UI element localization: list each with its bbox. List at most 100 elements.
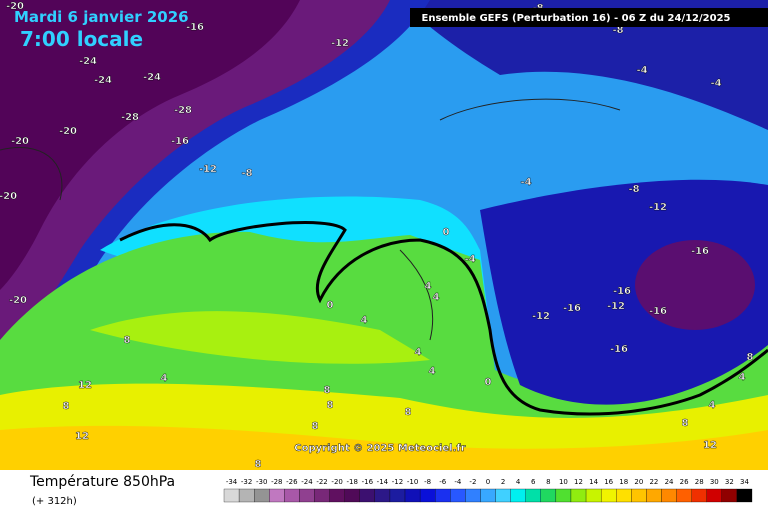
legend-swatch xyxy=(223,488,240,503)
legend-tick: -16 xyxy=(362,478,374,486)
contour-label: 8 xyxy=(255,459,262,470)
contour-label: 12 xyxy=(78,380,92,391)
contour-label: -24 xyxy=(143,72,161,83)
contour-label: -24 xyxy=(79,56,97,67)
legend-tick: 0 xyxy=(486,478,490,486)
legend-tick: 28 xyxy=(695,478,704,486)
contour-label: -20 xyxy=(59,126,77,137)
warm-band xyxy=(90,311,430,364)
forecast-date: Mardi 6 janvier 2026 xyxy=(14,8,189,26)
legend-swatch xyxy=(570,488,587,503)
legend-tick: -18 xyxy=(347,478,358,486)
legend-tick: -20 xyxy=(331,478,342,486)
legend-swatch xyxy=(676,488,692,503)
zero-isotherm xyxy=(119,221,768,416)
contour-label: 4 xyxy=(739,372,746,383)
legend-swatch xyxy=(419,488,436,503)
legend-swatch xyxy=(510,488,526,503)
contour-label: 8 xyxy=(312,421,319,432)
contour-label: -4 xyxy=(710,78,721,89)
contour-label: 8 xyxy=(747,352,754,363)
legend-tick: 2 xyxy=(501,478,505,486)
contour-label: -4 xyxy=(464,254,475,265)
legend-tick: -26 xyxy=(286,478,298,486)
coastline xyxy=(0,98,621,341)
contour-label: 8 xyxy=(682,418,689,429)
run-info: Ensemble GEFS (Perturbation 16) - 06 Z d… xyxy=(422,13,731,24)
legend-swatch xyxy=(465,488,481,503)
legend-swatch xyxy=(540,488,557,503)
legend-swatch xyxy=(389,488,406,503)
contour-label: 0 xyxy=(443,227,450,238)
contour-label: -20 xyxy=(9,295,27,306)
legend-swatch xyxy=(284,488,300,503)
legend-swatch xyxy=(721,488,738,503)
contour-label: -16 xyxy=(186,22,204,33)
legend-tick: 30 xyxy=(710,478,719,486)
legend-swatch xyxy=(616,488,632,503)
contour-label: 12 xyxy=(703,440,717,451)
contour-label: -16 xyxy=(649,306,667,317)
legend-tick: -24 xyxy=(301,478,313,486)
contour-label: -20 xyxy=(0,191,17,202)
contour-label: -20 xyxy=(6,1,24,12)
legend-tick: -6 xyxy=(439,478,447,486)
contour-label: -12 xyxy=(331,38,349,49)
contour-label: -8 xyxy=(628,184,639,195)
contour-label: 4 xyxy=(433,292,440,303)
contour-label: 8 xyxy=(327,400,334,411)
contour-label: -12 xyxy=(199,164,217,175)
hot-region xyxy=(0,425,768,470)
contour-label: -12 xyxy=(649,202,667,213)
legend-tick: 6 xyxy=(531,478,536,486)
legend-tick: 4 xyxy=(516,478,521,486)
contour-label: 4 xyxy=(429,366,436,377)
legend-tick: 8 xyxy=(546,478,550,486)
contour-label: 8 xyxy=(63,401,70,412)
legend-swatch xyxy=(525,488,541,503)
legend-tick: 12 xyxy=(574,478,583,486)
legend-swatch xyxy=(585,488,602,503)
legend-swatch xyxy=(269,488,285,503)
contour-label: -12 xyxy=(607,301,625,312)
legend-tick: 14 xyxy=(589,478,598,486)
legend-swatch xyxy=(435,488,451,503)
legend-swatch xyxy=(374,488,391,503)
east-cold-region xyxy=(480,179,768,405)
legend-tick: 32 xyxy=(725,478,734,486)
legend-swatch xyxy=(706,488,722,503)
legend-tick: -22 xyxy=(316,478,327,486)
legend-swatch xyxy=(495,488,511,503)
contour-label: 0 xyxy=(327,300,334,311)
contour-label: -16 xyxy=(563,303,581,314)
copyright: Copyright © 2025 Meteociel.fr xyxy=(294,443,465,454)
legend-tick: 10 xyxy=(559,478,568,486)
legend-swatch xyxy=(600,488,617,503)
footer-title: Température 850hPa xyxy=(29,474,175,490)
forecast-time: 7:00 locale xyxy=(20,27,143,51)
contour-label: 0 xyxy=(485,377,492,388)
legend-swatch xyxy=(450,488,466,503)
legend-swatch xyxy=(661,488,677,503)
lead-time: (+ 312h) xyxy=(32,496,77,507)
cold-region xyxy=(400,0,768,130)
legend-tick: -34 xyxy=(226,478,238,486)
run-banner xyxy=(410,8,768,27)
contour-label: -4 xyxy=(520,177,531,188)
coldest-region xyxy=(0,0,300,290)
contour-label: -8 xyxy=(612,25,623,36)
legend-swatch xyxy=(736,488,753,503)
contour-label: 8 xyxy=(405,407,412,418)
contour-label: -16 xyxy=(610,344,628,355)
contour-label: -16 xyxy=(691,246,709,257)
east-coldest-region xyxy=(635,240,755,330)
contour-label: 4 xyxy=(361,315,368,326)
legend-swatch xyxy=(404,488,421,503)
contour-label: -28 xyxy=(174,105,192,116)
legend-tick: -4 xyxy=(454,478,462,486)
legend-swatch xyxy=(299,488,315,503)
legend-tick: -10 xyxy=(407,478,418,486)
legend-swatch xyxy=(314,488,330,503)
